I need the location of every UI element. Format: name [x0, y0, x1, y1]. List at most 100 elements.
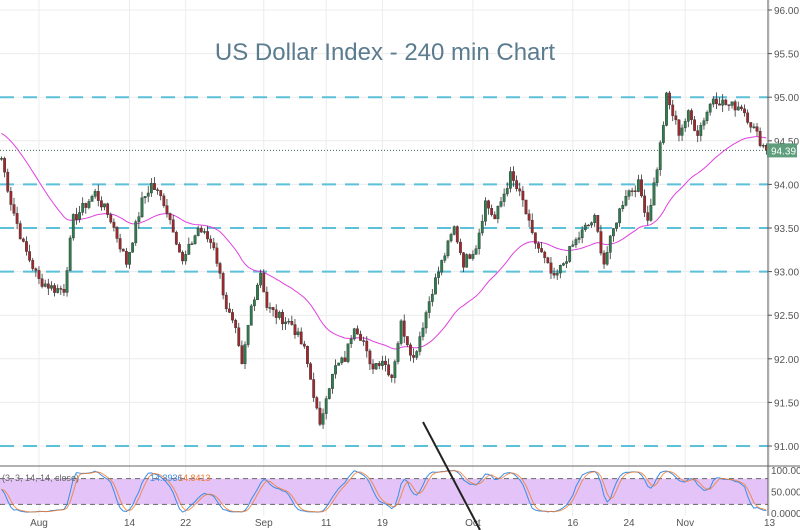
candle: [96, 184, 100, 207]
candle-body: [733, 101, 737, 111]
candle: [271, 306, 275, 317]
candle: [630, 187, 634, 197]
candle: [671, 99, 675, 122]
candle-body: [549, 262, 553, 274]
candle: [605, 246, 609, 266]
candle: [337, 362, 341, 366]
candle-body: [552, 273, 556, 276]
candle: [134, 219, 138, 246]
candle-body: [81, 203, 85, 213]
candle: [677, 118, 681, 142]
candle-body: [587, 224, 590, 227]
candle: [81, 197, 85, 216]
candle-body: [103, 203, 106, 208]
candle: [209, 235, 213, 249]
candle-body: [346, 343, 350, 362]
candle-body: [203, 231, 206, 233]
candle-body: [746, 112, 750, 123]
candle: [377, 360, 381, 370]
candle-body: [674, 115, 678, 121]
candle-body: [315, 397, 319, 409]
candle-body: [758, 131, 762, 146]
candle-body: [399, 320, 403, 344]
candle: [384, 355, 387, 372]
candle: [262, 269, 266, 293]
candle-body: [568, 246, 572, 262]
candle-body: [508, 171, 512, 189]
candle: [596, 215, 600, 234]
candle: [477, 228, 481, 255]
candle-body: [71, 214, 75, 239]
candle-body: [583, 224, 587, 230]
candle: [109, 212, 113, 224]
candle-body: [465, 254, 469, 268]
candle-body: [749, 122, 753, 128]
x-tick-label: 13: [764, 518, 776, 529]
candle-body: [65, 270, 69, 293]
candle-body: [593, 215, 597, 223]
candle-body: [234, 319, 238, 328]
candle-body: [171, 219, 175, 233]
candle-body: [156, 189, 159, 191]
candle-body: [368, 350, 372, 365]
candle: [727, 104, 731, 111]
candle-body: [62, 288, 66, 293]
candle: [393, 359, 397, 384]
candle: [12, 197, 16, 217]
candle: [505, 182, 509, 197]
candle: [380, 355, 384, 370]
candle: [346, 343, 350, 364]
candle-body: [96, 191, 100, 201]
candle: [71, 213, 75, 241]
candle-body: [390, 374, 394, 378]
candle: [50, 281, 53, 291]
candle-body: [165, 205, 169, 214]
candle-body: [396, 343, 400, 362]
candle: [284, 317, 287, 330]
stoch-d-line: [1, 470, 767, 513]
trend-line-drawing[interactable]: [422, 421, 481, 530]
candle-body: [356, 328, 359, 335]
candle-body: [387, 364, 391, 376]
candle-body: [562, 263, 565, 266]
y-tick-label: 92.00: [774, 355, 799, 366]
candle-body: [349, 338, 353, 344]
candle: [299, 327, 303, 345]
y-tick-label: 95.50: [774, 50, 799, 61]
candle-body: [608, 235, 612, 253]
candle-body: [615, 222, 618, 229]
candle-body: [683, 121, 687, 129]
candle-body: [306, 345, 309, 364]
candle-body: [6, 171, 10, 192]
stoch-k-line: [1, 469, 767, 513]
candle: [555, 269, 559, 280]
candle-body: [627, 190, 631, 197]
candle-body: [252, 299, 256, 307]
candle-body: [530, 220, 534, 233]
candle-body: [490, 208, 494, 215]
candle: [602, 250, 606, 269]
candle-body: [284, 321, 287, 325]
candle: [755, 122, 759, 137]
candle: [165, 199, 169, 218]
candle: [218, 261, 222, 279]
candle: [399, 319, 403, 346]
candle: [256, 282, 259, 301]
candle: [459, 238, 462, 256]
candle-body: [162, 195, 166, 206]
y-tick-label: 94.50: [774, 137, 799, 148]
x-tick-label: Oct: [465, 518, 481, 529]
candle: [187, 237, 191, 255]
candle: [199, 225, 203, 233]
candle: [174, 230, 178, 246]
candle-body: [296, 331, 300, 335]
candle: [502, 188, 506, 207]
candle: [593, 213, 597, 227]
candle: [568, 246, 572, 263]
candle: [543, 250, 547, 264]
candle: [512, 166, 515, 187]
candle: [621, 200, 625, 212]
candle-body: [677, 119, 681, 136]
candle: [409, 342, 412, 362]
